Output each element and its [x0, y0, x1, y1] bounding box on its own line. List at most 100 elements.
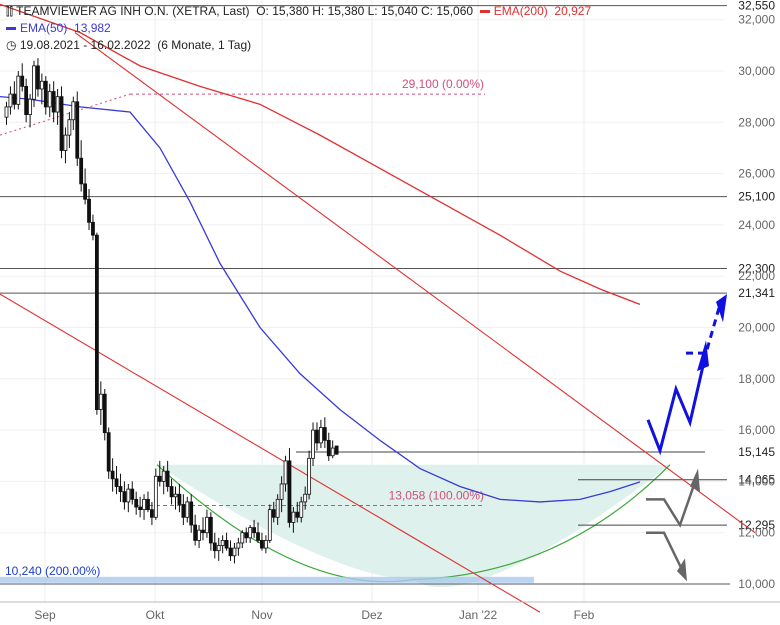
candle-body — [91, 221, 95, 236]
candle — [271, 501, 276, 523]
y-tick-label: 14,000 — [738, 474, 775, 488]
candle-body — [287, 460, 292, 523]
candle — [330, 440, 335, 459]
scenario-arrows — [646, 294, 727, 582]
level-label: 21,341 — [738, 286, 775, 300]
candle — [138, 496, 143, 518]
candle-body — [150, 509, 154, 518]
moving-averages — [0, 3, 641, 503]
candle-body — [311, 429, 315, 459]
candle-body — [315, 429, 319, 444]
instrument-title: TEAMVIEWER AG INH O.N. (XETRA, Last) — [16, 4, 250, 18]
candle — [55, 88, 60, 125]
level-label: 14,065 — [738, 473, 775, 487]
ema50-line — [0, 96, 641, 503]
candle-body — [216, 545, 221, 552]
candle-body — [322, 427, 327, 441]
candle-body — [220, 539, 225, 546]
candle — [91, 214, 95, 241]
candle-body — [51, 91, 56, 113]
candle — [232, 542, 237, 564]
candle — [165, 460, 170, 492]
candle — [4, 101, 9, 125]
candle — [51, 81, 56, 123]
candle — [283, 455, 288, 492]
candle-body — [12, 93, 17, 105]
y-tick-label: 24,000 — [738, 218, 775, 232]
candle — [334, 445, 339, 455]
candle-body — [169, 486, 174, 498]
candle-body — [299, 501, 304, 518]
level-label-bg — [727, 471, 780, 488]
candle-body — [201, 529, 205, 534]
level-label: 15,145 — [738, 445, 775, 459]
y-tick-label: 28,000 — [738, 115, 775, 129]
x-tick-label: Nov — [251, 608, 272, 622]
legend-line-3: ◷ 19.08.2021 - 16.02.2022 (6 Monate, 1 T… — [6, 38, 251, 52]
level-label-bg — [727, 188, 780, 205]
candle-body — [228, 547, 233, 557]
candle-body — [271, 509, 276, 518]
candle — [181, 494, 186, 526]
candle — [43, 76, 48, 115]
candle — [150, 501, 154, 526]
candle — [94, 232, 99, 415]
candle-body — [4, 106, 9, 118]
candle-body — [83, 183, 87, 200]
candle-body — [43, 80, 48, 108]
candle — [16, 71, 21, 110]
candlestick-icon: ⫿⫿ — [6, 6, 14, 18]
candles — [4, 58, 339, 564]
candle-body — [267, 509, 272, 541]
candle-body — [189, 501, 194, 526]
candle-body — [263, 539, 268, 549]
candle-body — [63, 134, 68, 151]
candle — [208, 512, 213, 551]
ema200-swatch — [479, 10, 490, 14]
candle — [307, 450, 312, 500]
candle — [20, 63, 25, 92]
ema200-line — [0, 3, 641, 306]
candle-body — [283, 460, 288, 485]
candle — [216, 537, 221, 561]
candle-body — [28, 98, 32, 116]
candle-body — [79, 157, 84, 185]
candle-body — [275, 498, 280, 518]
x-tick-label: Sep — [34, 608, 56, 622]
candle — [224, 532, 229, 551]
candle-body — [20, 75, 25, 87]
candle — [303, 486, 308, 510]
candle-body — [236, 542, 241, 549]
candle-body — [326, 439, 331, 457]
candle-body — [244, 532, 249, 539]
legend-line-2: EMA(50) 13,982 — [6, 21, 111, 35]
candle — [122, 481, 127, 510]
level-label-bg — [727, 517, 780, 534]
candle — [248, 525, 253, 543]
candle-body — [185, 501, 190, 518]
level-label: 22,300 — [738, 262, 775, 276]
candle — [318, 419, 323, 449]
trend-lines — [0, 32, 756, 613]
period-detail: (6 Monate, 1 Tag) — [157, 38, 252, 52]
candle — [197, 525, 201, 549]
candle-body — [153, 475, 158, 518]
candle-body — [16, 75, 21, 105]
candle-body — [193, 524, 198, 541]
upper-trendline — [74, 32, 756, 534]
candle — [102, 389, 107, 441]
x-tick-label: Feb — [574, 608, 595, 622]
ohlc-values: O: 15,380 H: 15,380 L: 15,040 C: 15,060 — [256, 4, 474, 18]
candle-body — [146, 498, 150, 511]
candle-body — [142, 498, 146, 511]
candle-body — [47, 91, 52, 108]
candle — [185, 496, 190, 523]
candle-body — [55, 96, 60, 113]
candle — [36, 58, 40, 97]
candle — [83, 168, 87, 205]
fib-200-label: 10,240 (200.00%) — [5, 564, 100, 578]
candle-body — [307, 457, 312, 495]
candle — [161, 466, 166, 495]
candle-body — [279, 483, 284, 500]
